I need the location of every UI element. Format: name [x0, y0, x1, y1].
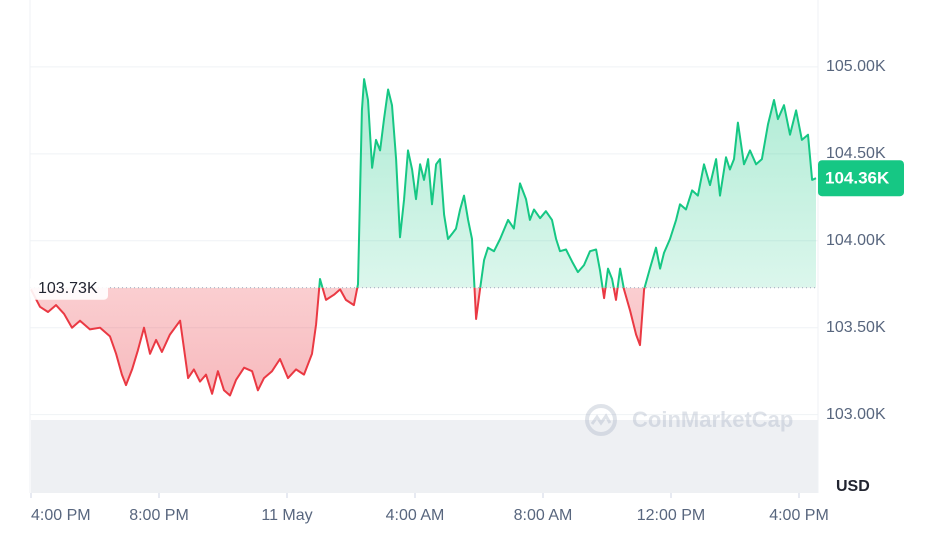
- area-up: [31, 79, 816, 288]
- y-tick-label: 104.00K: [826, 232, 886, 249]
- last-price-box: [818, 160, 904, 197]
- watermark-text: CoinMarketCap: [632, 407, 793, 432]
- x-tick-label: 4:00 PM: [769, 507, 829, 524]
- y-tick-label: 104.50K: [826, 145, 886, 162]
- baseline-label-box: [30, 275, 108, 300]
- x-tick-label: 8:00 PM: [129, 507, 189, 524]
- baseline-label: 103.73K: [38, 280, 98, 297]
- x-tick-label: 11 May: [261, 507, 312, 524]
- y-tick-label: 103.00K: [826, 406, 886, 423]
- last-price-label: 104.36K: [825, 169, 890, 188]
- price-line-up: [318, 78, 817, 288]
- watermark: CoinMarketCap: [585, 404, 793, 436]
- area-down: [31, 287, 645, 396]
- y-tick-label: 103.50K: [826, 319, 886, 336]
- x-tick-label: 4:00 AM: [386, 507, 445, 524]
- y-tick-label: 105.00K: [826, 58, 886, 75]
- x-tick-label: 8:00 AM: [514, 507, 573, 524]
- x-tick-label: 4:00 PM: [31, 507, 91, 524]
- x-tick-label: 12:00 PM: [637, 507, 705, 524]
- volume-band: [31, 420, 818, 493]
- y-axis-label: USD: [836, 478, 870, 495]
- price-line-down: [30, 287, 646, 397]
